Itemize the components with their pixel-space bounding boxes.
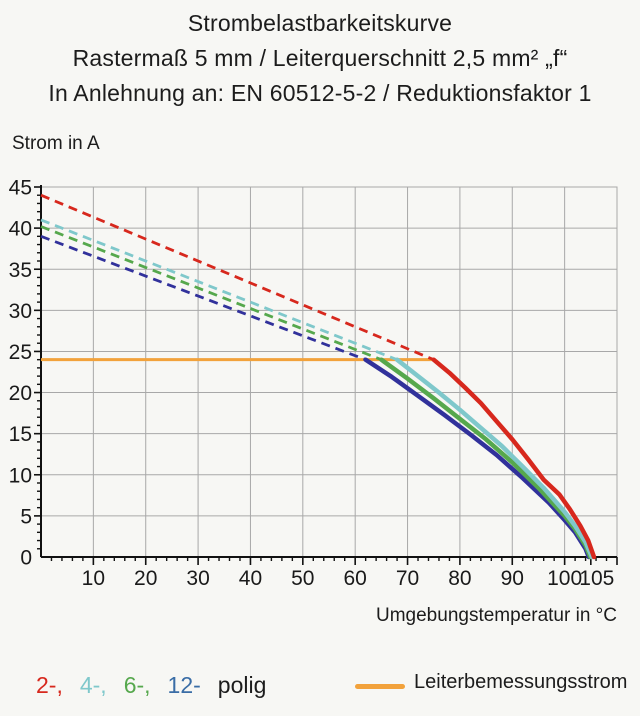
y-tick-label: 20 [9,382,32,405]
curve-12-polig-solid [363,357,591,560]
x-tick-label: 30 [186,567,209,590]
x-tick-label: 40 [239,567,262,590]
legend-pole-4-polig: 4-, [79,672,107,698]
chart-title-block: Strombelastbarkeitskurve Rastermaß 5 mm … [0,6,640,111]
x-tick-label: 60 [344,567,367,590]
x-tick-label: 10 [82,567,105,590]
chart-title-line2: Rastermaß 5 mm / Leiterquerschnitt 2,5 m… [72,45,568,71]
x-tick-label: 50 [291,567,314,590]
y-tick-label: 40 [9,218,32,241]
legend: 2-, 4-, 6-, 12- polig Leiterbemessungsstrom [0,668,640,708]
curve-6-polig-dashed [40,225,382,362]
y-axis-title: Strom in A [12,133,100,154]
y-tick-label: 0 [20,547,32,570]
y-tick-label: 25 [9,341,32,364]
y-tick-label: 10 [9,464,32,487]
x-tick-label: 90 [501,567,524,590]
reference-line-label: Leiterbemessungsstrom [414,671,628,693]
x-tick-label: 80 [448,567,471,590]
legend-pole-2-polig: 2-, [36,672,63,698]
y-tick-label: 15 [9,423,32,446]
y-tick-label: 5 [20,505,32,528]
x-axis-title: Umgebungstemperatur in °C [376,605,617,626]
x-tick-label: 70 [396,567,419,590]
chart-title-line1: Strombelastbarkeitskurve [187,10,453,36]
legend-poles: 2-, 4-, 6-, 12- polig [36,672,266,699]
curve-2-polig-solid [431,357,597,560]
y-tick-label: 30 [9,300,32,323]
x-tick-label: 20 [134,567,157,590]
curve-2-polig-dashed [40,193,435,361]
y-tick-label: 35 [9,259,32,282]
reference-line-swatch [355,684,405,689]
x-tick-label: 105 [579,567,614,590]
curve-4-polig-solid [394,357,595,560]
chart-title-line3: In Anlehnung an: EN 60512-5-2 / Reduktio… [48,80,592,106]
plot-frame [40,186,618,558]
y-tick-label: 45 [9,177,32,200]
legend-pole-12-polig: 12- [167,672,201,698]
curve-4-polig-dashed [40,218,398,362]
curve-12-polig-dashed [40,234,367,362]
legend-polig-label: polig [217,672,267,698]
x-tick-label: 100 [547,567,582,590]
legend-pole-6-polig: 6-, [123,672,151,698]
